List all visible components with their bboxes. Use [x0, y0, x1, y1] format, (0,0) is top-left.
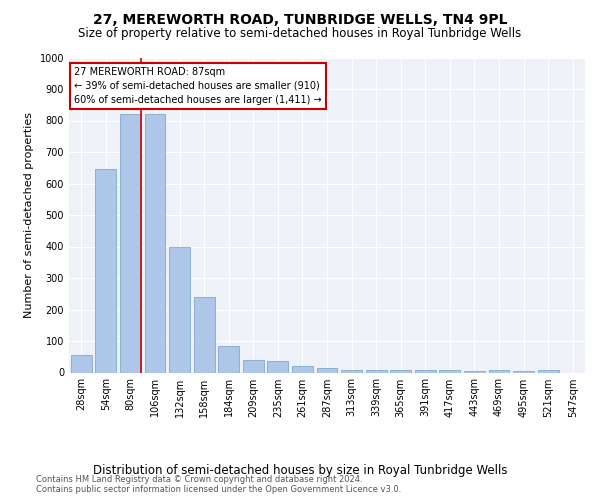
Bar [538, 370, 559, 372]
Bar [488, 370, 509, 372]
Bar [341, 370, 362, 372]
Bar [464, 371, 485, 372]
Bar [439, 370, 460, 372]
Bar [243, 360, 264, 372]
Text: 27, MEREWORTH ROAD, TUNBRIDGE WELLS, TN4 9PL: 27, MEREWORTH ROAD, TUNBRIDGE WELLS, TN4… [93, 12, 507, 26]
Bar [169, 246, 190, 372]
Bar [218, 346, 239, 372]
Bar [415, 370, 436, 372]
Text: 27 MEREWORTH ROAD: 87sqm
← 39% of semi-detached houses are smaller (910)
60% of : 27 MEREWORTH ROAD: 87sqm ← 39% of semi-d… [74, 67, 322, 105]
Bar [194, 297, 215, 372]
Bar [513, 371, 534, 372]
Text: Distribution of semi-detached houses by size in Royal Tunbridge Wells: Distribution of semi-detached houses by … [93, 464, 507, 477]
Bar [95, 170, 116, 372]
Bar [292, 366, 313, 372]
Bar [317, 368, 337, 372]
Bar [390, 370, 411, 372]
Text: Contains public sector information licensed under the Open Government Licence v3: Contains public sector information licen… [36, 484, 401, 494]
Text: Size of property relative to semi-detached houses in Royal Tunbridge Wells: Size of property relative to semi-detach… [79, 28, 521, 40]
Bar [120, 114, 141, 372]
Y-axis label: Number of semi-detached properties: Number of semi-detached properties [24, 112, 34, 318]
Bar [71, 354, 92, 372]
Text: Contains HM Land Registry data © Crown copyright and database right 2024.: Contains HM Land Registry data © Crown c… [36, 475, 362, 484]
Bar [365, 370, 386, 372]
Bar [145, 114, 166, 372]
Bar [268, 362, 289, 372]
